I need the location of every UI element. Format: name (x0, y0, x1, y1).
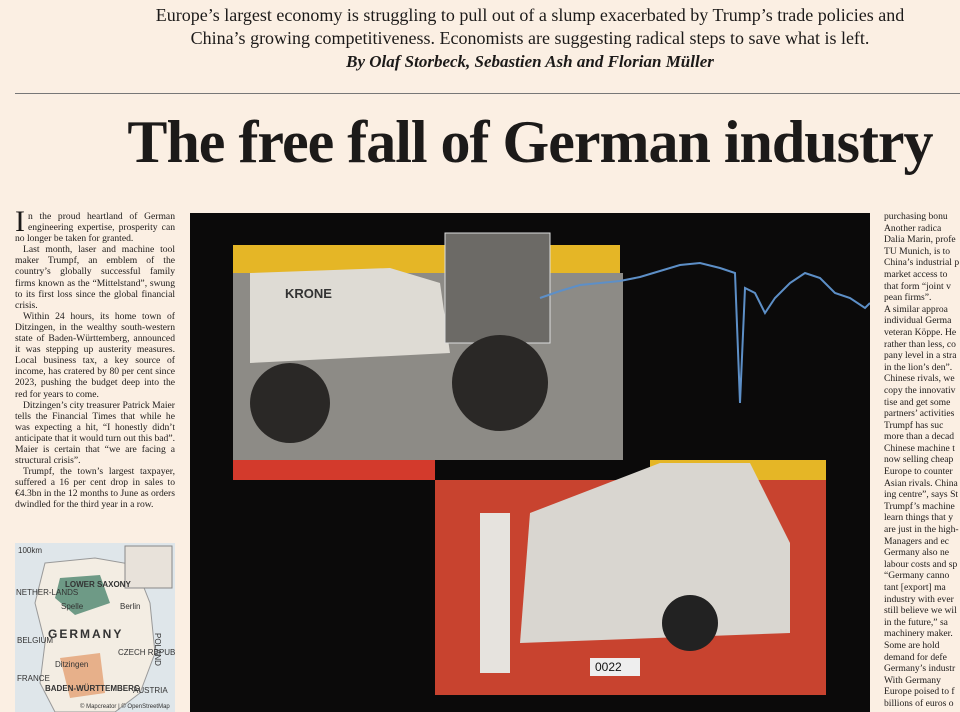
map-inset (124, 545, 173, 589)
map-label: Berlin (120, 602, 140, 611)
text-line: copy the innovativ (884, 384, 956, 396)
text-line: billions of euros o (884, 697, 954, 709)
map-label: Spelle (61, 602, 84, 611)
text-line: in the future,” sa (884, 616, 948, 628)
text-line: demand for defe (884, 651, 947, 663)
wheel (662, 595, 718, 651)
text-line: individual Germa (884, 315, 952, 327)
text-line: A similar approa (884, 303, 948, 315)
text-line: Chinese rivals, we (884, 373, 955, 385)
text-line: With Germany (884, 674, 941, 686)
map-label: LOWER SAXONY (65, 580, 131, 589)
text-line: Europe poised to f (884, 686, 955, 698)
map-label: GERMANY (48, 627, 123, 641)
text-line: Another radica (884, 222, 942, 234)
byline: By Olaf Storbeck, Sebastien Ash and Flor… (346, 52, 714, 71)
paragraph: Last month, laser and machine tool maker… (15, 244, 175, 311)
wheel (452, 335, 548, 431)
deck-line: China’s growing competitiveness. Economi… (190, 28, 870, 48)
text-line: TU Munich, is to (884, 245, 951, 257)
headline: The free fall of German industry (127, 109, 933, 175)
red-block (233, 460, 435, 480)
right-column: purchasing bonu Another radica Dalia Marin… (884, 211, 960, 710)
text-line: machinery maker. (884, 628, 953, 640)
map-region (55, 575, 110, 615)
deck: Europe’s largest economy is struggling t… (40, 4, 960, 50)
text-line: in the lion’s den”. (884, 361, 953, 373)
left-column: In the proud heartland of German enginee… (15, 205, 175, 511)
text-line: are just in the high- (884, 524, 959, 536)
text-line: industry with ever (884, 593, 954, 605)
map-credit: © Mapcreator | © OpenStreetMap (80, 703, 170, 710)
illustration: KRONE 0022 (190, 213, 870, 712)
text-line: tise and get some (884, 396, 951, 408)
map-label: AUSTRIA (133, 686, 168, 695)
paragraph: Within 24 hours, its home town of Ditzin… (15, 310, 175, 400)
text-line: Dalia Marin, profe (884, 234, 956, 246)
text-line: pany level in a stra (884, 350, 957, 362)
paragraph: Trumpf, the town’s largest taxpayer, suf… (15, 466, 175, 511)
map-label: NETHER-LANDS (16, 588, 78, 597)
text-line: Germany’s industr (884, 663, 956, 675)
map-label: CZECH REPUBLIC (118, 648, 175, 657)
text-line: more than a decad (884, 431, 955, 443)
worker (480, 513, 510, 673)
text-line: Some are hold (884, 639, 940, 651)
text-line: rather than less, co (884, 338, 956, 350)
map-label: Ditzingen (55, 660, 88, 669)
decorative-line (539, 261, 870, 404)
map-label: 100km (18, 546, 42, 555)
harvester-body (250, 268, 450, 363)
paragraph: In the proud heartland of German enginee… (15, 205, 175, 245)
brand: KRONE (285, 286, 332, 301)
text-line: now selling cheap (884, 454, 954, 466)
text-line: veteran Köppe. He (884, 326, 957, 338)
text-line: still believe we wil (884, 605, 957, 617)
text-line: partners’ activities (884, 408, 955, 420)
map-region (60, 653, 105, 698)
text-line: tant [export] ma (884, 582, 946, 593)
text-line: that form “joint v (884, 280, 951, 292)
paragraph: Ditzingen’s city treasurer Patrick Maier… (15, 399, 175, 467)
text-line: labour costs and sp (884, 558, 958, 570)
text-line: pean firms”. (884, 292, 932, 304)
text-line: market access to (884, 268, 948, 280)
text-line: learn things that y (884, 512, 954, 524)
text-line: Trumpf’s machine (884, 500, 955, 512)
wheel (250, 363, 330, 443)
deck-line: Europe’s largest economy is struggling t… (155, 5, 905, 25)
text-line: purchasing bonu (884, 211, 948, 222)
map-label: BADEN-WÜRTTEMBERG (45, 684, 140, 693)
text-line: Asian rivals. China (884, 477, 958, 489)
text-line: Trumpf has suc (884, 419, 944, 431)
text-line: China’s industrial p (884, 257, 960, 269)
car (520, 463, 790, 643)
map-label: BELGIUM (17, 636, 53, 645)
text-line: “Germany canno (884, 570, 950, 582)
text-line: Germany also ne (884, 547, 950, 559)
plate (590, 658, 640, 676)
map-label: FRANCE (17, 674, 50, 683)
cab (444, 232, 551, 344)
plate-text: 0022 (595, 660, 622, 674)
map-label: POLAND (153, 633, 162, 666)
text-line: Managers and ec (884, 535, 949, 547)
text-line: Chinese machine t (884, 442, 955, 454)
text-line: ing centre”, says St (884, 489, 959, 501)
rule (15, 93, 960, 94)
map: 100km LOWER SAXONY NETHER-LANDS Spelle B… (15, 543, 175, 712)
text-line: Europe to counter (884, 466, 953, 478)
